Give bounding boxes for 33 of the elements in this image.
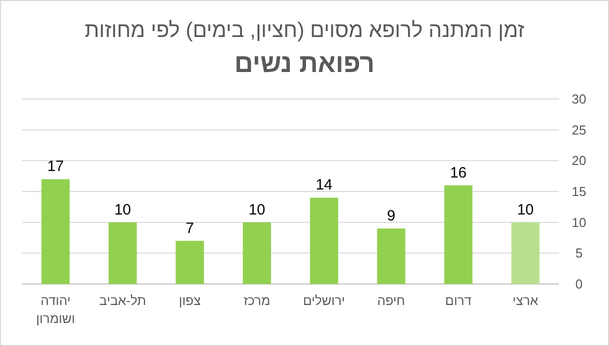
- x-tick-label: צפון: [178, 293, 201, 308]
- data-label: 7: [186, 220, 194, 237]
- data-label: 14: [316, 176, 332, 194]
- x-tick-label: ארצי: [512, 293, 538, 308]
- x-tick-label: יהודה ושומרון: [36, 293, 75, 326]
- data-label: 9: [387, 208, 396, 224]
- bar: [242, 222, 272, 284]
- bar: [444, 185, 472, 284]
- chart-title: זמן המתנה לרופא מסוים (חציון, בימים) לפי מחוזות: [84, 19, 525, 42]
- data-label: 10: [114, 201, 132, 218]
- y-tick-label: 30: [572, 92, 586, 107]
- data-label: 17: [47, 158, 64, 176]
- y-tick-label: 20: [572, 153, 586, 168]
- bar: [41, 179, 70, 284]
- y-tick-label: 25: [572, 122, 586, 138]
- x-tick-label: ירושלים: [303, 293, 346, 308]
- data-label: 10: [517, 201, 534, 218]
- data-label: 10: [248, 201, 266, 218]
- y-tick-label: 10: [572, 214, 586, 230]
- data-label: 16: [450, 164, 467, 182]
- y-tick-label: 0: [575, 276, 583, 292]
- bar: [511, 222, 540, 284]
- y-tick-label: 15: [572, 184, 586, 200]
- bar: [310, 198, 338, 284]
- x-tick-label: דרום: [445, 293, 472, 308]
- bar: [377, 228, 406, 284]
- y-tick-label: 5: [575, 246, 583, 261]
- x-tick-label: תל-אביב: [99, 293, 146, 308]
- x-tick-label: חיפה: [377, 293, 406, 308]
- bar: [176, 240, 204, 284]
- x-tick-label: מרכז: [244, 293, 270, 308]
- chart-subtitle: רפואת נשים: [234, 48, 375, 78]
- bar: [108, 222, 137, 284]
